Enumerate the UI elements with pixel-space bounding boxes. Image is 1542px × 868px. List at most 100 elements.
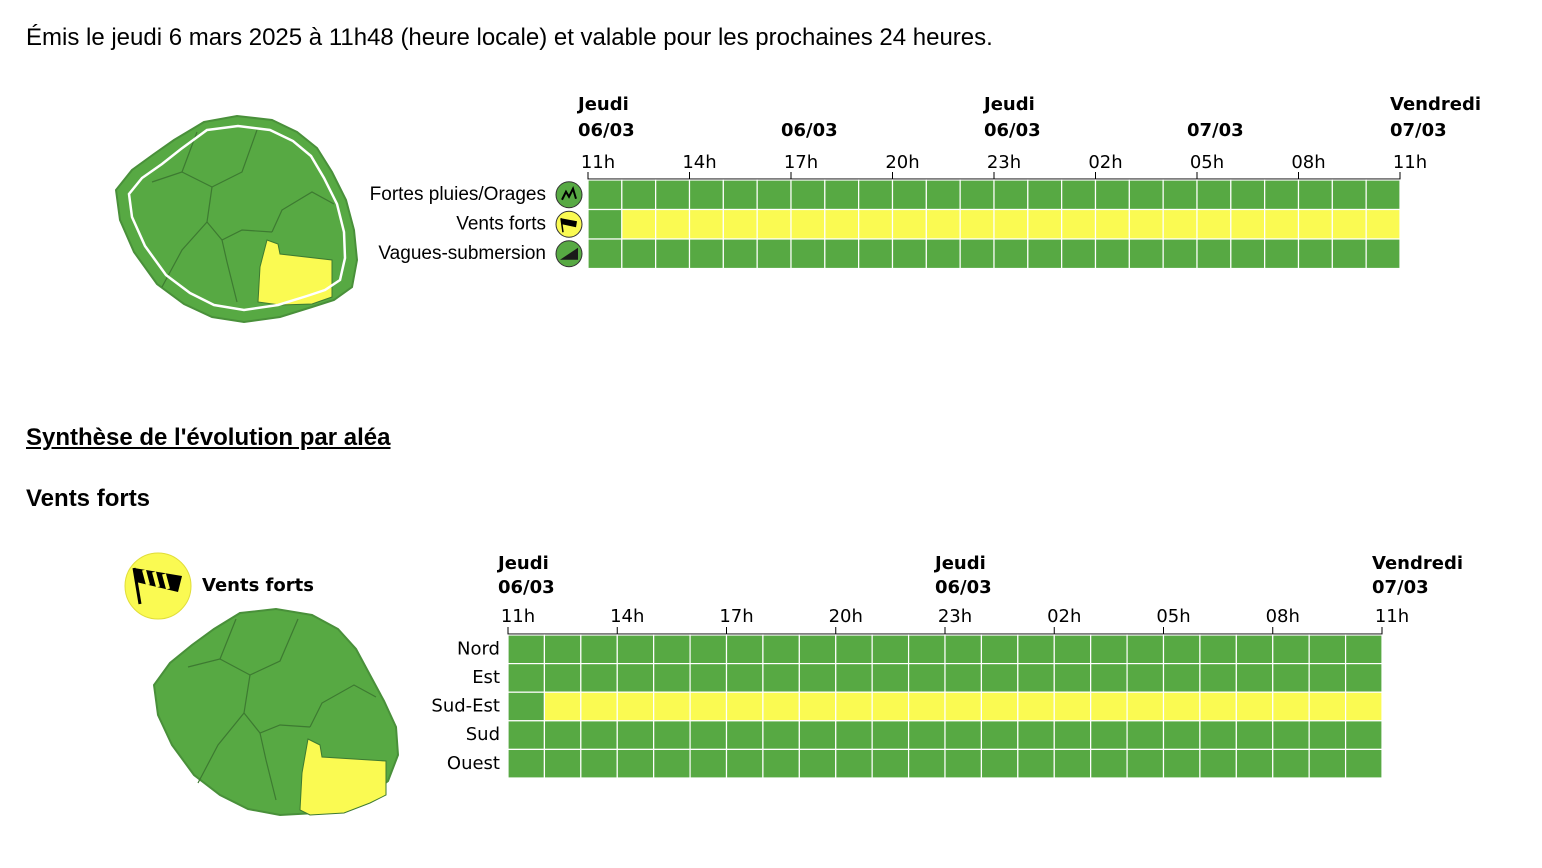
timeline-cell-green [944, 748, 983, 779]
timeline-cell-yellow [1090, 691, 1128, 722]
legend-label: Vents forts [202, 575, 314, 596]
timeline-cell-green [1199, 748, 1237, 779]
timeline-cell-green [1272, 634, 1310, 665]
timeline-cell-yellow [980, 691, 1019, 722]
timeline-cell-green [1162, 634, 1201, 665]
timeline-cell-green [689, 634, 728, 665]
timeline-cell-green [1365, 179, 1401, 211]
timeline-cell-green [507, 691, 546, 722]
timeline-cell-green [1090, 634, 1128, 665]
timeline-cell-green [1344, 662, 1383, 693]
timeline-cell-green [1331, 238, 1367, 270]
timeline-cell-yellow [1053, 691, 1092, 722]
timeline-cell-green [762, 720, 800, 750]
timeline-cell-green [1017, 748, 1055, 779]
row-label: Ouest [447, 753, 500, 774]
timeline-cell-green [725, 720, 764, 750]
timeline-cell-green [1090, 662, 1128, 693]
wind-day-headers: Jeudi 06/03 Jeudi 06/03 Vendredi 07/03 [496, 553, 1463, 598]
timeline-cell-yellow [616, 691, 655, 722]
timeline-cell-green [1061, 238, 1097, 270]
timeline-cell-green [1264, 238, 1300, 270]
day-header-day: Jeudi [982, 94, 1035, 115]
timeline-cell-green [689, 720, 728, 750]
day-header-date: 06/03 [935, 577, 992, 598]
timeline-cell-yellow [1199, 691, 1237, 722]
overview-row-labels: Fortes pluies/Orages Vents forts Vagues-su… [370, 184, 546, 264]
timeline-cell-yellow [1297, 208, 1333, 240]
timeline-cell-green [756, 238, 792, 270]
timeline-cell-yellow [1162, 691, 1201, 722]
waves-icon [555, 240, 583, 268]
timeline-cell-green [980, 720, 1019, 750]
wind-row-labels: Nord Est Sud-Est Sud Ouest [431, 638, 500, 773]
timeline-cell-green [580, 720, 618, 750]
timeline-cell-green [1017, 662, 1055, 693]
day-header-date: 06/03 [984, 120, 1041, 141]
timeline-cell-green [1344, 720, 1383, 750]
timeline-cell-green [587, 179, 623, 211]
timeline-cell-green [1308, 634, 1347, 665]
synthesis-title: Synthèse de l'évolution par aléa [26, 424, 391, 451]
timeline-cell-green [1308, 662, 1347, 693]
timeline-cell-green [580, 634, 618, 665]
timeline-cell-green [725, 748, 764, 779]
timeline-cell-green [616, 634, 655, 665]
timeline-cell-green [944, 662, 983, 693]
timeline-cell-yellow [1230, 208, 1266, 240]
hour-label: 11h [581, 152, 615, 173]
timeline-cell-green [1061, 179, 1097, 211]
timeline-cell-green [835, 634, 873, 665]
timeline-cell-green [959, 238, 995, 270]
rain-storm-icon [555, 181, 583, 209]
hour-label: 20h [829, 606, 863, 627]
timeline-cell-green [1126, 662, 1165, 693]
row-label: Vents forts [456, 214, 546, 235]
hour-label: 14h [682, 152, 716, 173]
timeline-cell-green [944, 634, 983, 665]
timeline-cell-green [1344, 634, 1383, 665]
timeline-cell-green [1126, 634, 1165, 665]
reunion-vigilance-map [114, 114, 359, 324]
day-header-date: 06/03 [578, 120, 635, 141]
timeline-cell-green [798, 662, 837, 693]
hazard-legend: Vents forts [124, 552, 314, 620]
timeline-cell-green [1017, 634, 1055, 665]
overview-hour-ticks: 11h 14h 17h 20h 23h 02h 05h 08h 11h [581, 152, 1427, 180]
timeline-cell-green [762, 634, 800, 665]
overview-row-icons [555, 181, 583, 268]
timeline-cell-green [1272, 662, 1310, 693]
timeline-cell-green [587, 238, 623, 270]
timeline-cell-green [543, 634, 582, 665]
timeline-cell-green [1199, 662, 1237, 693]
timeline-cell-yellow [580, 691, 618, 722]
timeline-cell-green [1126, 720, 1165, 750]
timeline-cell-green [1094, 238, 1130, 270]
timeline-cell-green [653, 720, 691, 750]
timeline-cell-green [1162, 748, 1201, 779]
timeline-cell-green [1235, 634, 1274, 665]
hour-label: 11h [1393, 152, 1427, 173]
timeline-cell-green [543, 720, 582, 750]
timeline-cell-green [993, 179, 1029, 211]
timeline-cell-green [1162, 720, 1201, 750]
timeline-cell-yellow [944, 691, 983, 722]
timeline-cell-yellow [1196, 208, 1232, 240]
timeline-cell-green [725, 634, 764, 665]
hour-label: 23h [938, 606, 972, 627]
day-header-day: Vendredi [1372, 553, 1463, 574]
timeline-cell-green [1053, 634, 1092, 665]
timeline-cell-green [1230, 238, 1266, 270]
timeline-cell-green [1053, 662, 1092, 693]
timeline-cell-yellow [824, 208, 860, 240]
timeline-cell-green [980, 634, 1019, 665]
day-header-day: Jeudi [496, 553, 549, 574]
timeline-cell-yellow [756, 208, 792, 240]
row-label: Fortes pluies/Orages [370, 184, 546, 205]
timeline-cell-green [688, 179, 724, 211]
hour-label: 02h [1047, 606, 1081, 627]
hour-label: 11h [501, 606, 535, 627]
timeline-cell-green [1128, 179, 1164, 211]
timeline-cell-green [507, 662, 546, 693]
